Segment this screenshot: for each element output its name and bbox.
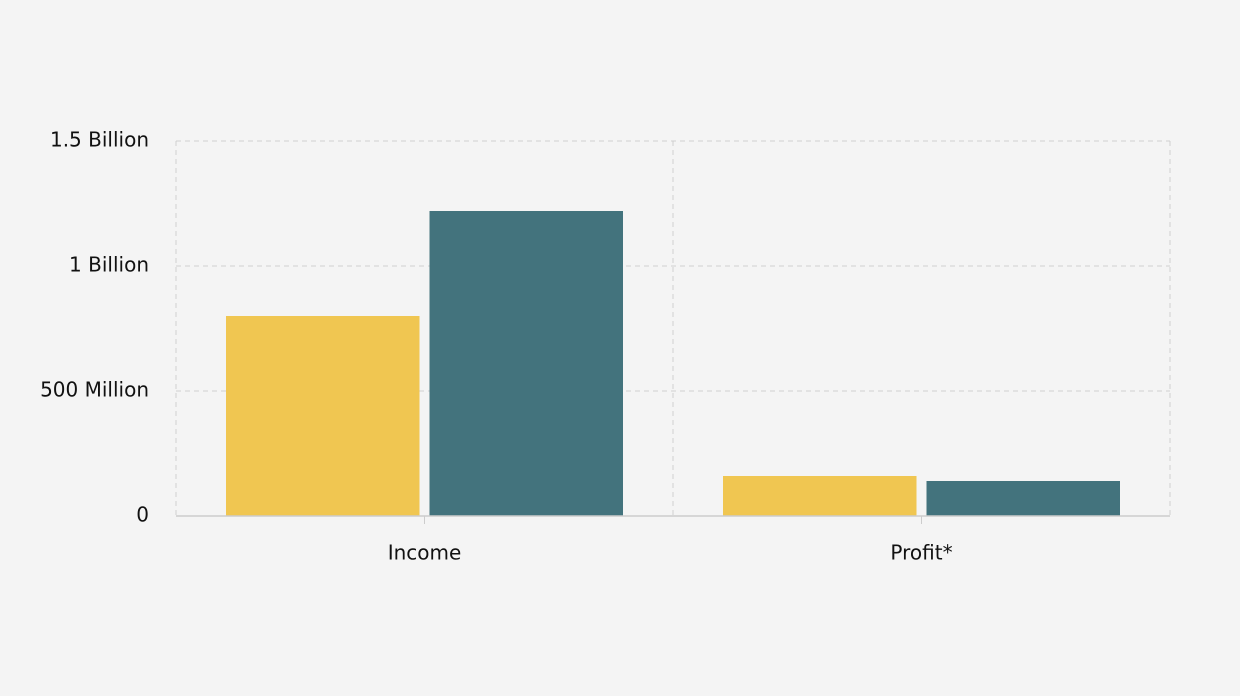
bar: [926, 481, 1120, 516]
y-tick-label: 500 Million: [40, 378, 149, 402]
y-tick-label: 1 Billion: [69, 253, 149, 277]
bar: [723, 476, 917, 516]
x-tick-label: Profit*: [890, 541, 952, 565]
y-tick-label: 1.5 Billion: [50, 128, 149, 152]
y-tick-label: 0: [136, 503, 149, 527]
bar: [429, 211, 623, 516]
x-tick-label: Income: [388, 541, 462, 565]
bar: [226, 316, 420, 516]
